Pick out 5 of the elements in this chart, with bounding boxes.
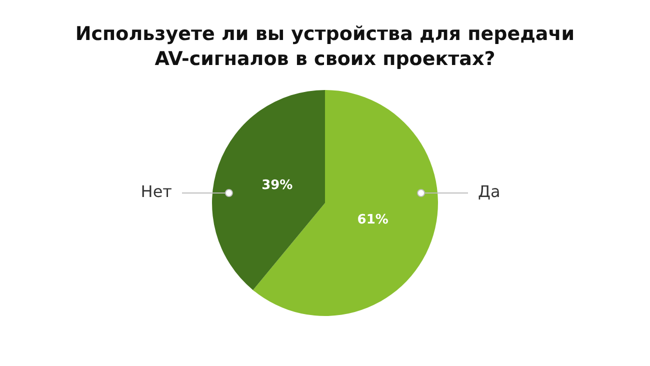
chart-title: Используете ли вы устройства для передачи AV-сигналов в своих проектах?	[75, 22, 575, 72]
slice-label: Нет	[140, 182, 172, 202]
data-label: 61%	[357, 212, 388, 228]
data-label: 39%	[262, 178, 293, 194]
slice-label: Да	[478, 182, 500, 202]
